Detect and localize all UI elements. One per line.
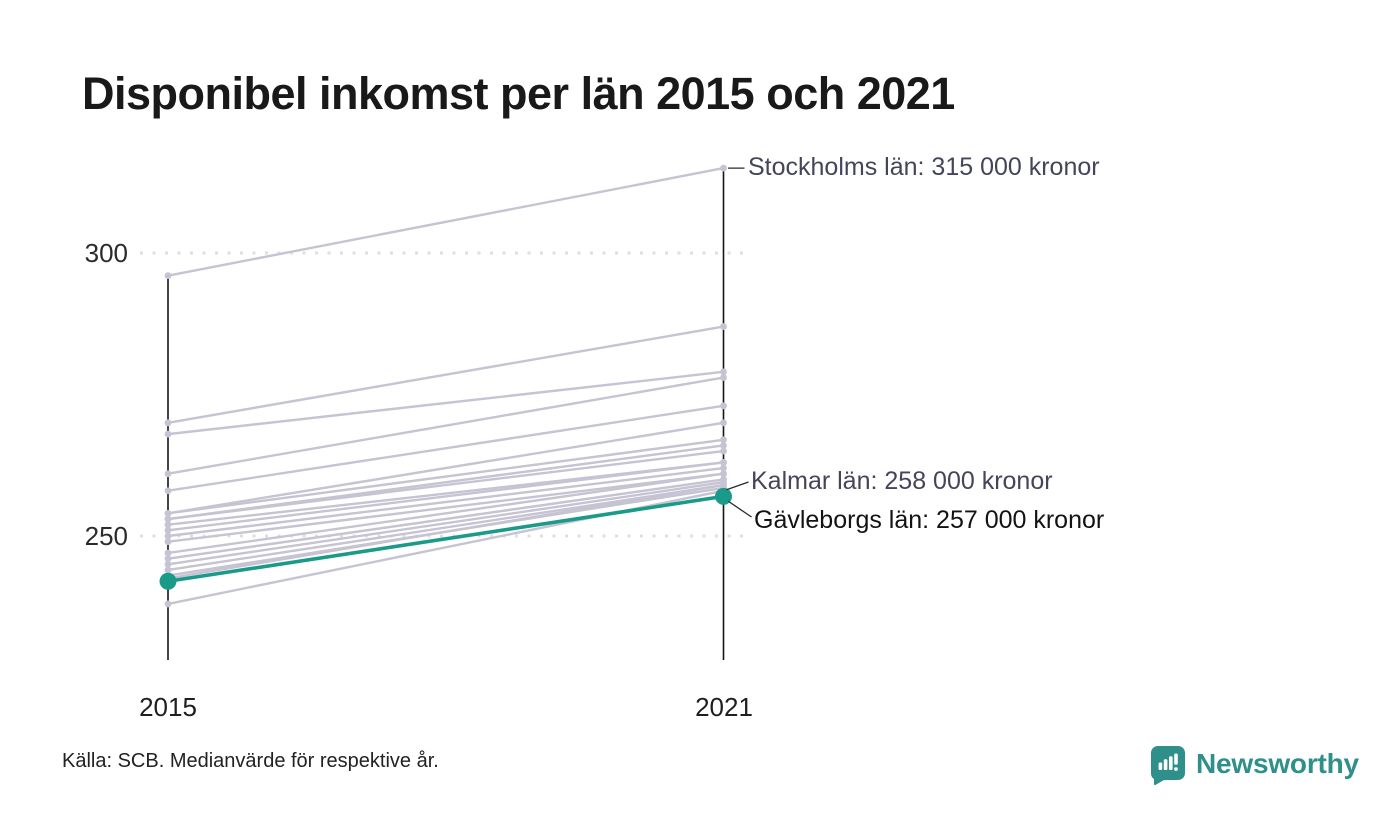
county-line <box>164 459 727 534</box>
county-line <box>164 323 727 427</box>
x-axis-label-2021: 2021 <box>695 692 753 722</box>
county-line <box>164 374 727 478</box>
source-note: Källa: SCB. Medianvärde för respektive å… <box>62 750 439 772</box>
annotation-kalmar: Kalmar län: 258 000 kronor <box>751 467 1053 495</box>
newsworthy-logo: Newsworthy <box>1148 742 1359 786</box>
county-line <box>164 476 727 563</box>
county-line <box>164 478 727 568</box>
chart-title: Disponibel inkomst per län 2015 och 2021 <box>82 68 955 119</box>
y-axis-tick-300: 300 <box>84 238 128 268</box>
y-axis-tick-250: 250 <box>84 521 128 551</box>
newsworthy-wordmark: Newsworthy <box>1196 748 1359 779</box>
county-line <box>164 436 727 517</box>
county-line-labeled <box>164 164 727 280</box>
annotation-stockholm: Stockholms län: 315 000 kronor <box>748 153 1100 181</box>
annotation-gavleborg: Gävleborgs län: 257 000 kronor <box>754 506 1105 534</box>
county-line <box>164 402 727 495</box>
x-axis-label-2015: 2015 <box>139 692 197 722</box>
county-line <box>164 368 727 438</box>
connector-kalmar <box>726 481 749 491</box>
newsworthy-bubble-icon <box>1150 746 1185 785</box>
county-line <box>164 470 727 557</box>
highlight-line <box>159 487 732 590</box>
connector-gavleborg <box>728 500 752 518</box>
county-line <box>164 464 727 540</box>
county-line <box>164 447 727 523</box>
